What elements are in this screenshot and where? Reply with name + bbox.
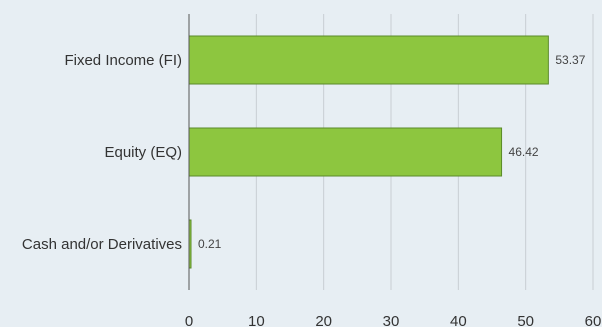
category-label: Equity (EQ): [104, 144, 182, 161]
category-label: Fixed Income (FI): [64, 52, 182, 69]
data-label: 53.37: [555, 53, 585, 67]
data-label: 0.21: [198, 237, 222, 251]
x-tick-label: 10: [248, 313, 265, 327]
bar: [188, 127, 503, 177]
x-tick-label: 30: [383, 313, 400, 327]
data-label: 46.42: [509, 145, 539, 159]
x-tick-label: 50: [517, 313, 534, 327]
x-tick-label: 60: [585, 313, 602, 327]
data-labels: 53.37 46.42 0.21: [198, 53, 586, 251]
x-tick-label: 40: [450, 313, 467, 327]
category-labels: Fixed Income (FI) Equity (EQ) Cash and/or …: [22, 52, 182, 253]
x-tick-label: 0: [185, 313, 193, 327]
bars: [188, 35, 549, 269]
bar: [188, 35, 549, 85]
x-tick-label: 20: [315, 313, 332, 327]
category-label: Cash and/or Derivatives: [22, 236, 182, 253]
x-axis-tick-labels: 0 10 20 30 40 50 60: [185, 313, 602, 327]
